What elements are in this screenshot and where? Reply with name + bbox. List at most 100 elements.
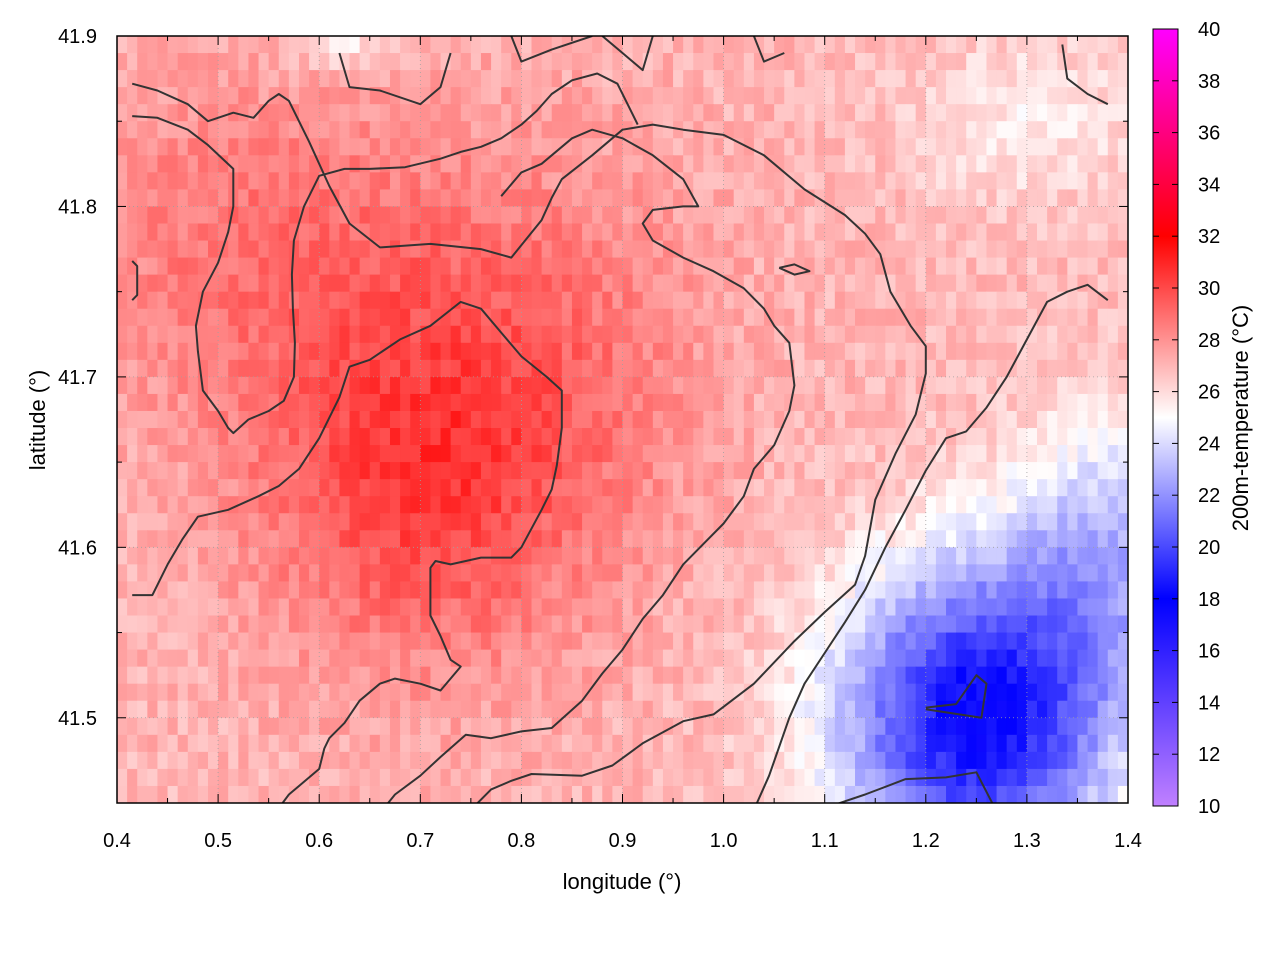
heatmap-cell: [895, 240, 907, 259]
heatmap-cell: [309, 598, 320, 617]
heatmap-cell: [1047, 649, 1058, 668]
heatmap-cell: [946, 376, 957, 395]
heatmap-cell: [561, 410, 573, 429]
heatmap-cell: [400, 581, 411, 600]
heatmap-cell: [875, 121, 886, 139]
heatmap-cell: [652, 342, 664, 361]
heatmap-cell: [976, 734, 988, 753]
heatmap-cell: [683, 530, 694, 548]
heatmap-cell: [814, 87, 826, 105]
heatmap-cell: [1097, 325, 1109, 344]
heatmap-cell: [177, 308, 189, 327]
heatmap-cell: [834, 36, 846, 54]
heatmap-cell: [258, 768, 270, 787]
heatmap-cell: [1057, 462, 1068, 480]
heatmap-cell: [774, 632, 785, 651]
heatmap-cell: [764, 359, 775, 378]
heatmap-cell: [1107, 462, 1119, 480]
heatmap-cell: [1057, 172, 1068, 190]
heatmap-cell: [753, 615, 765, 634]
heatmap-cell: [187, 87, 199, 105]
heatmap-cell: [531, 462, 543, 480]
heatmap-cell: [248, 598, 260, 617]
heatmap-cell: [764, 445, 775, 463]
heatmap-cell: [248, 206, 260, 225]
heatmap-cell: [187, 376, 199, 395]
heatmap-cell: [1077, 564, 1089, 583]
contour-line: [132, 300, 563, 803]
heatmap-cell: [1026, 70, 1038, 88]
heatmap-cell: [460, 717, 472, 736]
heatmap-cell: [662, 70, 674, 88]
heatmap-cell: [683, 308, 694, 327]
heatmap-cell: [1107, 615, 1119, 634]
heatmap-cell: [733, 376, 745, 395]
heatmap-cell: [1057, 547, 1068, 565]
heatmap-cell: [915, 376, 927, 395]
heatmap-cell: [743, 785, 755, 803]
heatmap-cell: [248, 683, 260, 702]
heatmap-cell: [430, 393, 442, 412]
heatmap-cell: [218, 751, 229, 770]
heatmap-cell: [1067, 342, 1079, 361]
heatmap-cell: [1006, 564, 1018, 583]
heatmap-cell: [268, 496, 280, 514]
heatmap-cell: [218, 598, 229, 617]
heatmap-cell: [551, 496, 563, 514]
heatmap-cell: [551, 666, 563, 685]
heatmap-cell: [319, 87, 330, 105]
heatmap-cell: [410, 53, 421, 71]
heatmap-cell: [764, 598, 775, 617]
heatmap-cell: [844, 240, 856, 259]
heatmap-cell: [187, 359, 199, 378]
heatmap-cell: [1107, 717, 1119, 736]
heatmap-cell: [804, 274, 816, 293]
heatmap-cell: [319, 138, 330, 156]
heatmap-cell: [420, 240, 432, 259]
heatmap-cell: [228, 291, 239, 310]
heatmap-cell: [693, 393, 704, 412]
heatmap-cell: [400, 376, 411, 395]
heatmap-cell: [986, 206, 998, 225]
heatmap-cell: [420, 751, 432, 770]
heatmap-cell: [460, 138, 472, 156]
heatmap-cell: [339, 683, 351, 702]
heatmap-cell: [248, 359, 260, 378]
heatmap-cell: [157, 206, 169, 225]
heatmap-cell: [137, 325, 148, 344]
heatmap-cell: [915, 462, 927, 480]
heatmap-cell: [1107, 547, 1119, 565]
heatmap-cell: [349, 308, 361, 327]
heatmap-cell: [511, 274, 522, 293]
heatmap-cell: [491, 598, 502, 617]
heatmap-cell: [218, 325, 229, 344]
heatmap-cell: [794, 410, 806, 429]
heatmap-cell: [844, 717, 856, 736]
heatmap-cell: [147, 717, 159, 736]
heatmap-cell: [1047, 598, 1058, 617]
heatmap-cell: [137, 785, 148, 803]
heatmap-cell: [541, 717, 553, 736]
heatmap-cell: [157, 376, 169, 395]
heatmap-cell: [855, 138, 866, 156]
heatmap-cell: [824, 36, 836, 54]
heatmap-cell: [946, 530, 957, 548]
heatmap-cell: [774, 342, 785, 361]
heatmap-cell: [642, 36, 654, 54]
heatmap-cell: [592, 376, 603, 395]
heatmap-cell: [359, 496, 371, 514]
heatmap-cell: [612, 445, 624, 463]
heatmap-cell: [875, 751, 886, 770]
heatmap-cell: [956, 530, 967, 548]
heatmap-cell: [541, 53, 553, 71]
heatmap-cell: [1077, 581, 1089, 600]
heatmap-cell: [753, 104, 765, 122]
heatmap-cell: [966, 598, 977, 617]
heatmap-cell: [167, 70, 179, 88]
heatmap-cell: [592, 700, 603, 719]
contour-line: [836, 771, 994, 803]
heatmap-cell: [652, 530, 664, 548]
heatmap-cell: [915, 598, 927, 617]
heatmap-cell: [592, 87, 603, 105]
heatmap-cell: [804, 513, 816, 531]
